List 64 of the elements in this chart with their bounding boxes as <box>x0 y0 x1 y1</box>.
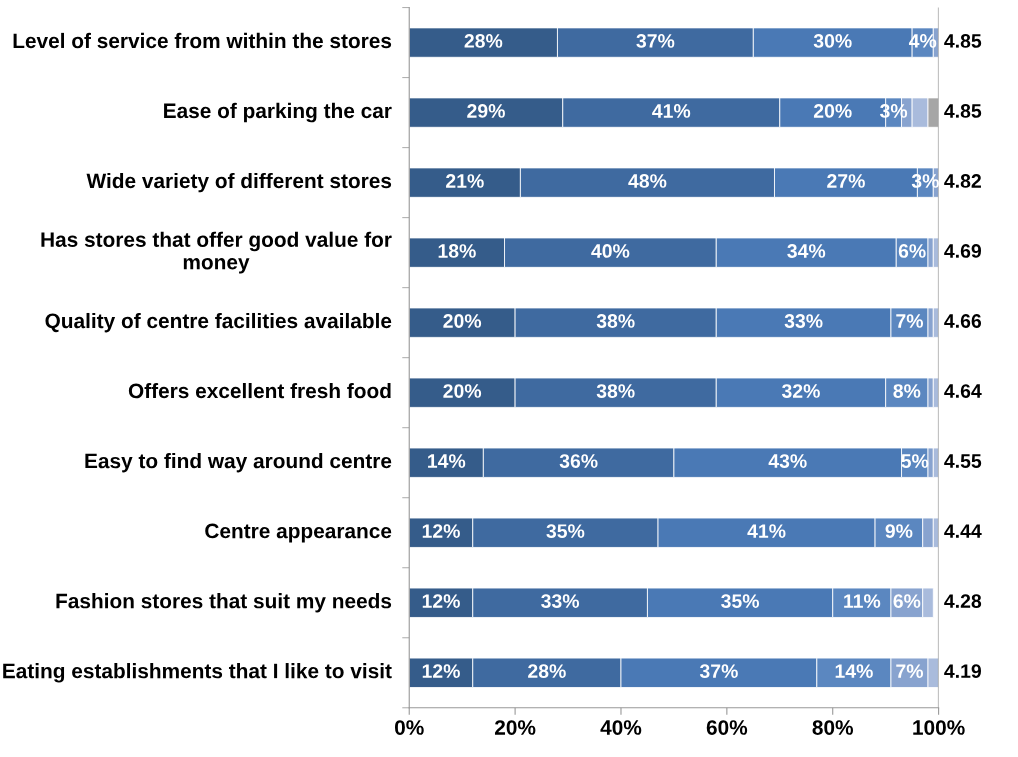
y-tick-label: Has stores that offer good value for money <box>41 231 392 274</box>
y-tick-label: Fashion stores that suit my needs <box>56 593 392 613</box>
y-tick-label: Easy to find way around centre <box>85 453 392 473</box>
data-label: 28% <box>528 664 566 678</box>
data-label: 20% <box>813 104 852 118</box>
data-label: 27% <box>827 174 865 188</box>
text: 4.55 <box>944 454 982 468</box>
data-label: 12% <box>422 594 460 608</box>
data-label: 41% <box>652 104 691 118</box>
y-tick-label: Offers excellent fresh food <box>128 382 391 399</box>
data-label: 35% <box>546 524 585 538</box>
y-tick-label: Ease of parking the car <box>164 102 392 123</box>
x-tick-label: 100% <box>913 720 965 735</box>
text: 4.28 <box>944 594 982 608</box>
x-tick-label: 20% <box>494 720 536 735</box>
text: 4.85 <box>944 104 982 118</box>
data-label: 40% <box>591 244 630 258</box>
data-label: 20% <box>443 314 482 328</box>
y-tick-label: Quality of centre facilities available <box>45 312 392 333</box>
text: 4.85 <box>944 34 982 48</box>
x-tick-label: 0% <box>395 720 424 735</box>
x-tick-label: 80% <box>812 720 854 735</box>
data-label: 41% <box>747 524 786 538</box>
data-label: 38% <box>596 384 635 398</box>
text: 4.69 <box>944 244 982 258</box>
data-label: 18% <box>438 244 476 258</box>
data-label: 37% <box>699 664 738 679</box>
data-label: 33% <box>541 594 580 609</box>
data-label: 14% <box>428 454 466 468</box>
y-tick-label: Centre appearance <box>205 523 392 543</box>
y-tick-label: Level of service from within the stores <box>13 32 392 49</box>
y-tick-label: Eating establishments that I like to visit <box>3 663 392 683</box>
data-label: 6% <box>893 594 921 608</box>
x-tick-label: 40% <box>600 720 642 735</box>
data-label: 32% <box>781 384 820 398</box>
data-label: 8% <box>893 384 921 398</box>
data-label: 43% <box>768 454 807 468</box>
data-label: 12% <box>422 524 460 538</box>
data-label: 38% <box>596 314 635 328</box>
data-label: 21% <box>446 174 484 188</box>
data-label: 28% <box>464 34 503 48</box>
data-label: 9% <box>885 524 913 538</box>
data-label: 12% <box>422 664 460 678</box>
text: 4.82 <box>944 174 981 188</box>
data-label: 30% <box>813 34 852 48</box>
data-label: 33% <box>784 314 823 328</box>
data-label: 11% <box>844 594 881 608</box>
data-label: 29% <box>467 104 505 118</box>
data-label: 7% <box>896 314 924 328</box>
data-label: 14% <box>835 664 873 678</box>
data-label: 7% <box>896 664 924 678</box>
data-label: 37% <box>636 34 675 48</box>
data-label: 35% <box>721 594 760 609</box>
data-label: 36% <box>559 454 598 468</box>
text: 4.64 <box>944 384 982 398</box>
text: 4.44 <box>944 524 982 538</box>
data-label: 20% <box>443 384 482 398</box>
data-label: 48% <box>628 174 667 188</box>
text: 4.66 <box>944 314 982 328</box>
text: 4.19 <box>944 664 982 678</box>
data-label: 34% <box>787 244 826 258</box>
data-label: 6% <box>898 244 926 258</box>
y-tick-label: Wide variety of different stores <box>86 172 392 193</box>
x-tick-label: 60% <box>706 720 748 735</box>
